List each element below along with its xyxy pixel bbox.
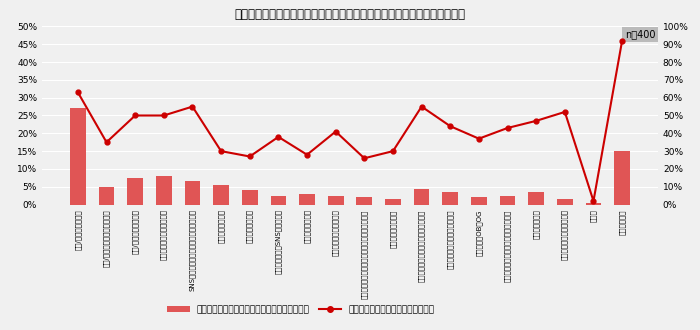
- Bar: [557, 199, 573, 205]
- Bar: [70, 108, 86, 205]
- Bar: [328, 196, 344, 205]
- Bar: [385, 199, 401, 205]
- Bar: [185, 182, 200, 205]
- Bar: [214, 185, 229, 205]
- Bar: [586, 203, 601, 205]
- Bar: [528, 192, 544, 205]
- Bar: [442, 192, 458, 205]
- Bar: [471, 197, 486, 205]
- Text: n＝400: n＝400: [624, 29, 655, 39]
- Title: 現在の勤務実感と比べて、情報の信頼度が低かったと感じる情報収集手段: 現在の勤務実感と比べて、情報の信頼度が低かったと感じる情報収集手段: [234, 8, 466, 21]
- Bar: [414, 188, 430, 205]
- Bar: [156, 176, 172, 205]
- Legend: 情報の信頼度が低かったと感じる手段（任意）, 情報収集手段の選択数に対する割合: 情報の信頼度が低かったと感じる手段（任意）, 情報収集手段の選択数に対する割合: [163, 302, 438, 318]
- Bar: [356, 197, 372, 205]
- Bar: [99, 187, 114, 205]
- Bar: [500, 196, 515, 205]
- Bar: [614, 151, 630, 205]
- Bar: [242, 190, 258, 205]
- Bar: [127, 178, 143, 205]
- Bar: [299, 194, 315, 205]
- Bar: [270, 196, 286, 205]
